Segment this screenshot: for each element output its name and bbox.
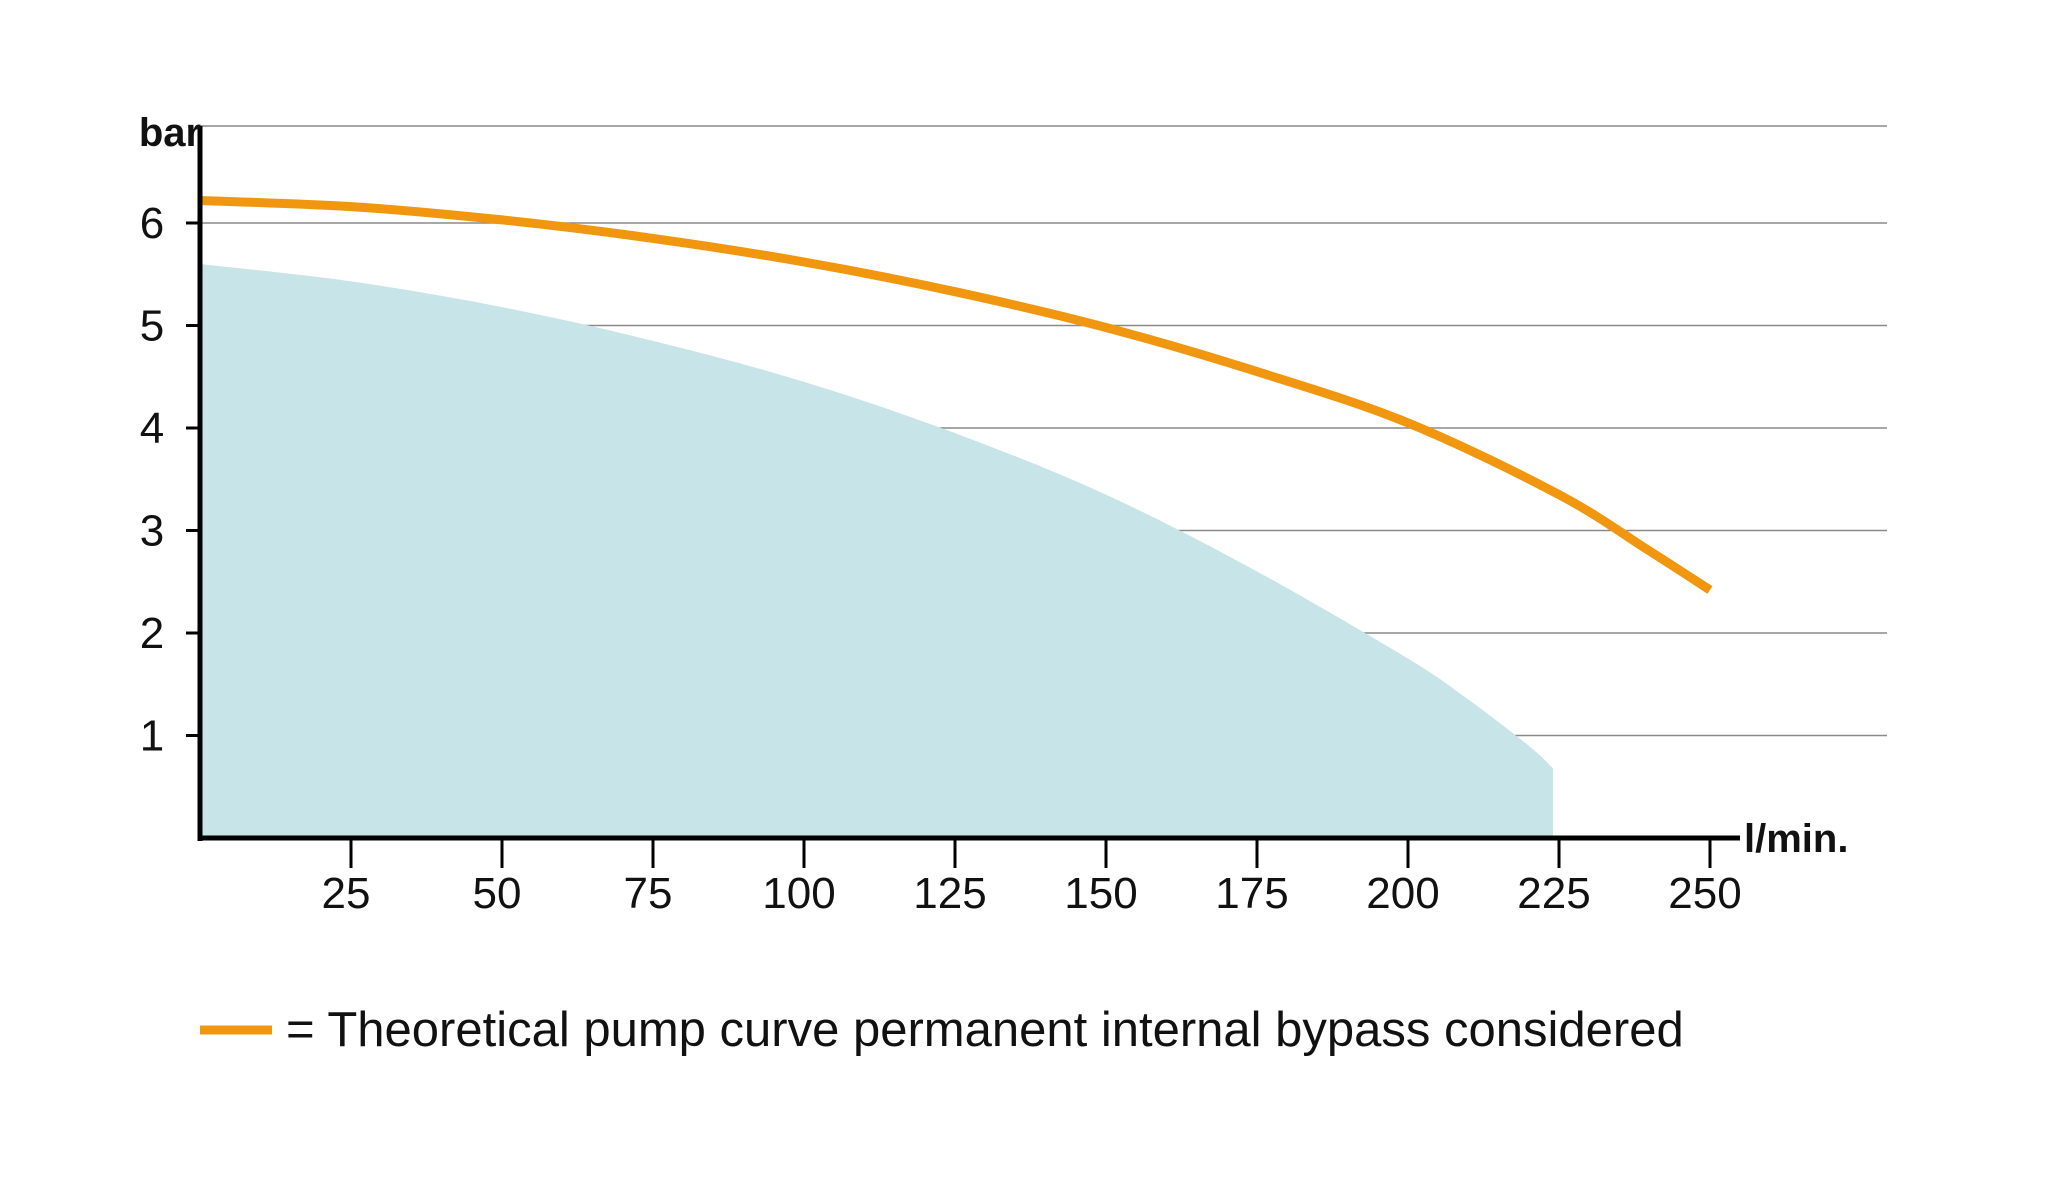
tick-labels: 1 2 3 4 5 6 25 50 75 100 125 150 175 200 225 250 [140,199,1742,918]
legend-label: = Theoretical pump curve permanent inter… [286,1003,1684,1057]
y-tick-label: 2 [140,609,164,658]
area-series-layer [200,264,1553,838]
y-tick-label: 3 [140,507,164,556]
x-tick-label: 150 [1064,869,1137,918]
line-series-pump-curve [199,196,1713,594]
x-tick-label: 225 [1517,869,1590,918]
x-tick-label: 250 [1668,869,1741,918]
line-series-layer [199,196,1713,594]
y-axis-title: bar [139,111,201,155]
y-tick-label: 5 [140,302,164,351]
y-tick-label: 6 [140,199,164,248]
x-tick-label: 50 [473,869,522,918]
axes [197,126,1740,841]
tick-marks [186,221,1712,868]
x-tick-label: 200 [1366,869,1439,918]
legend: = Theoretical pump curve permanent inter… [200,1003,1684,1057]
area-series [200,264,1553,838]
x-tick-label: 25 [322,869,371,918]
y-tick-label: 1 [140,712,164,761]
x-axis-title: l/min. [1744,817,1848,861]
x-tick-label: 75 [624,869,673,918]
y-tick-label: 4 [140,404,164,453]
x-tick-label: 100 [762,869,835,918]
x-tick-label: 125 [913,869,986,918]
x-tick-label: 175 [1215,869,1288,918]
